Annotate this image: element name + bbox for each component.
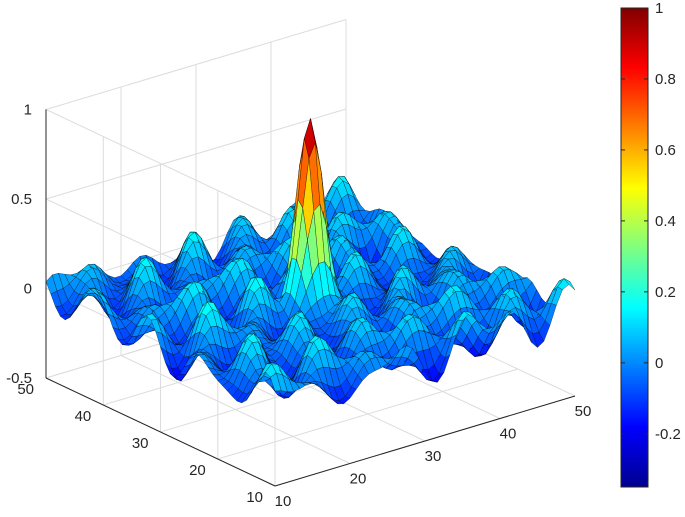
surface-mesh	[45, 118, 576, 405]
surface-facet	[563, 278, 576, 291]
x-tick-label: 30	[425, 448, 442, 465]
y-tick-label: 20	[189, 462, 206, 479]
z-tick-label: 1	[24, 102, 32, 119]
z-tick-label: 0.5	[11, 191, 32, 208]
colorbar-gradient	[620, 7, 649, 488]
x-tick-label: 10	[275, 493, 292, 510]
y-tick-label: 10	[246, 489, 263, 506]
x-tick-label: 20	[350, 471, 367, 488]
y-axis-line	[45, 377, 276, 487]
colorbar-tick-label: 1	[655, 0, 663, 17]
x-axis-line	[274, 395, 576, 487]
z-tick-label: -0.5	[6, 370, 32, 387]
x-tick-label: 40	[500, 426, 517, 443]
y-tick-label: 40	[75, 408, 92, 425]
colorbar-tick-label: 0.6	[655, 142, 676, 159]
z-tick-label: 0	[24, 281, 32, 298]
colorbar: -0.2 0 0.2 0.4 0.6 0.8 1	[620, 0, 681, 488]
x-tick-label: 50	[575, 403, 592, 420]
y-tick-label: 50	[17, 381, 34, 398]
colorbar-tick-label: 0	[655, 355, 663, 372]
colorbar-tick-label: 0.8	[655, 71, 676, 88]
colorbar-tick-label: 0.2	[655, 284, 676, 301]
colorbar-tick-label: 0.4	[655, 213, 676, 230]
colorbar-tick-label: -0.2	[655, 426, 681, 443]
y-tick-label: 30	[132, 435, 149, 452]
